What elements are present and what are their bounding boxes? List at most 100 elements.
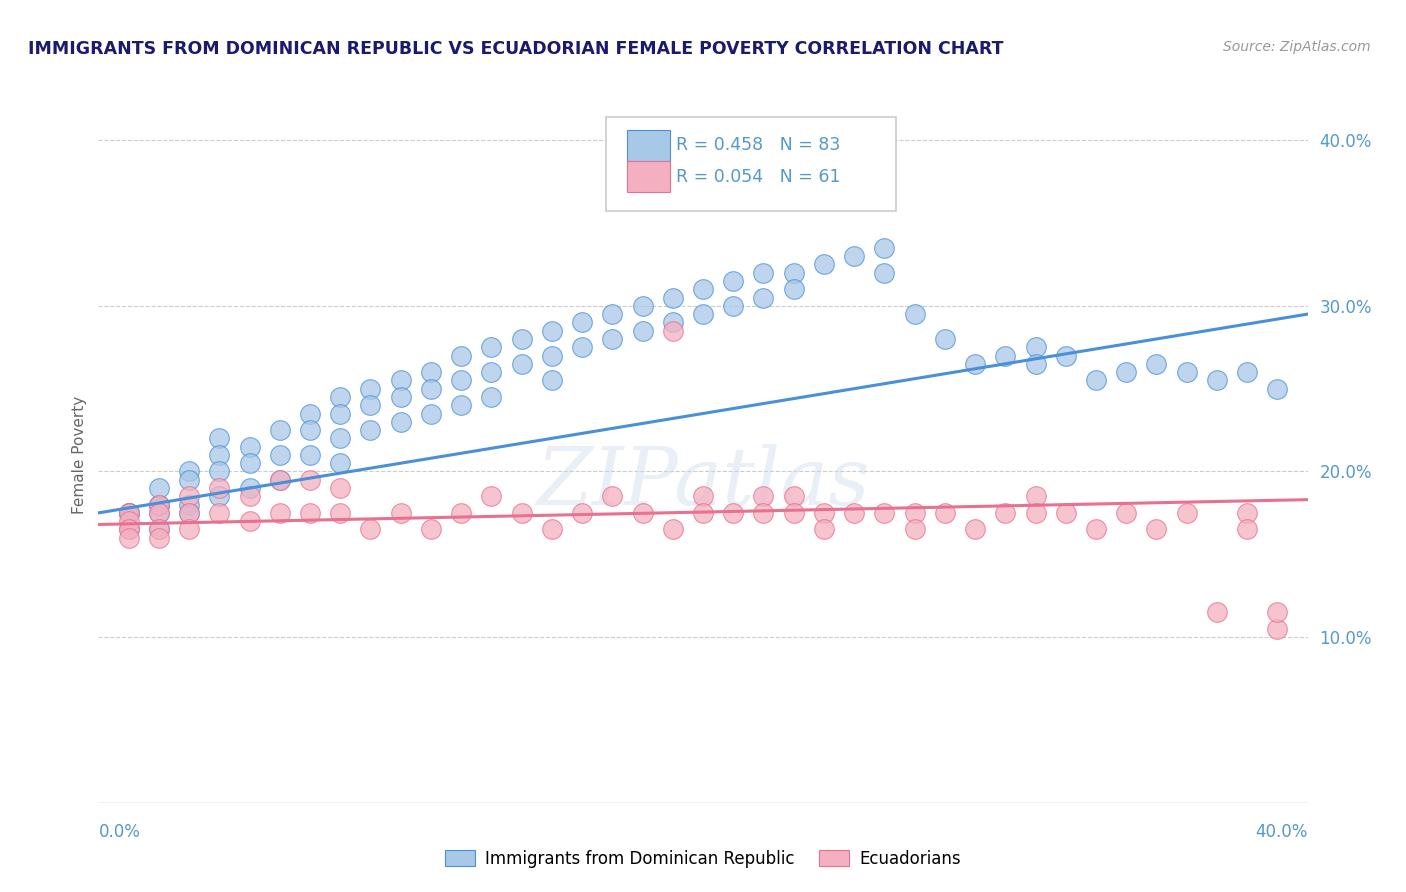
Point — [299, 506, 322, 520]
Point — [813, 523, 835, 537]
Point — [571, 506, 593, 520]
Point — [389, 415, 412, 429]
Point — [1115, 365, 1137, 379]
Point — [450, 349, 472, 363]
Point — [661, 315, 683, 329]
Point — [208, 481, 231, 495]
Point — [813, 257, 835, 271]
Point — [360, 398, 382, 412]
Point — [752, 489, 775, 503]
Point — [1054, 349, 1077, 363]
Point — [692, 506, 714, 520]
Point — [148, 506, 170, 520]
Point — [329, 481, 352, 495]
Point — [1236, 506, 1258, 520]
Point — [661, 324, 683, 338]
Point — [1054, 506, 1077, 520]
Text: Source: ZipAtlas.com: Source: ZipAtlas.com — [1223, 40, 1371, 54]
Point — [1024, 506, 1046, 520]
Point — [1024, 340, 1046, 354]
Point — [208, 489, 231, 503]
Point — [631, 299, 654, 313]
Point — [904, 523, 927, 537]
Point — [299, 473, 322, 487]
Point — [904, 506, 927, 520]
Point — [481, 390, 503, 404]
Point — [239, 456, 262, 470]
Legend: Immigrants from Dominican Republic, Ecuadorians: Immigrants from Dominican Republic, Ecua… — [439, 843, 967, 874]
Point — [329, 431, 352, 445]
Point — [118, 523, 141, 537]
Point — [118, 514, 141, 528]
Point — [540, 373, 562, 387]
Point — [239, 440, 262, 454]
Point — [208, 465, 231, 479]
Point — [510, 357, 533, 371]
Point — [510, 506, 533, 520]
FancyBboxPatch shape — [627, 161, 671, 192]
Point — [239, 514, 262, 528]
Point — [179, 506, 201, 520]
Point — [239, 481, 262, 495]
Point — [602, 489, 624, 503]
Point — [571, 315, 593, 329]
Point — [239, 489, 262, 503]
Point — [1206, 605, 1229, 619]
Point — [360, 523, 382, 537]
Point — [844, 506, 866, 520]
Point — [965, 357, 987, 371]
Point — [783, 282, 806, 296]
Point — [450, 506, 472, 520]
Point — [692, 307, 714, 321]
Point — [179, 498, 201, 512]
Point — [179, 473, 201, 487]
Point — [148, 498, 170, 512]
Point — [208, 506, 231, 520]
Point — [329, 390, 352, 404]
Point — [148, 523, 170, 537]
Point — [783, 266, 806, 280]
Point — [1267, 605, 1289, 619]
Point — [389, 373, 412, 387]
Point — [540, 523, 562, 537]
Point — [873, 241, 896, 255]
Point — [389, 506, 412, 520]
Point — [179, 465, 201, 479]
Point — [752, 266, 775, 280]
Point — [723, 274, 745, 288]
FancyBboxPatch shape — [606, 118, 897, 211]
Y-axis label: Female Poverty: Female Poverty — [72, 396, 87, 514]
Point — [420, 382, 443, 396]
Point — [1024, 357, 1046, 371]
Point — [934, 332, 956, 346]
Point — [420, 365, 443, 379]
Point — [299, 407, 322, 421]
Text: R = 0.054   N = 61: R = 0.054 N = 61 — [676, 168, 841, 186]
Point — [481, 489, 503, 503]
Point — [481, 340, 503, 354]
Point — [148, 523, 170, 537]
Point — [1085, 523, 1108, 537]
Point — [1115, 506, 1137, 520]
Point — [631, 506, 654, 520]
Point — [148, 481, 170, 495]
Point — [692, 489, 714, 503]
Point — [450, 398, 472, 412]
Point — [783, 489, 806, 503]
Point — [1175, 506, 1198, 520]
Point — [269, 448, 291, 462]
Point — [723, 299, 745, 313]
Point — [269, 473, 291, 487]
Point — [329, 506, 352, 520]
Point — [450, 373, 472, 387]
Point — [1144, 357, 1167, 371]
Point — [1024, 489, 1046, 503]
Point — [299, 423, 322, 437]
Point — [994, 506, 1017, 520]
Point — [873, 266, 896, 280]
Point — [208, 431, 231, 445]
Point — [723, 506, 745, 520]
Point — [118, 506, 141, 520]
Point — [420, 407, 443, 421]
Point — [661, 523, 683, 537]
